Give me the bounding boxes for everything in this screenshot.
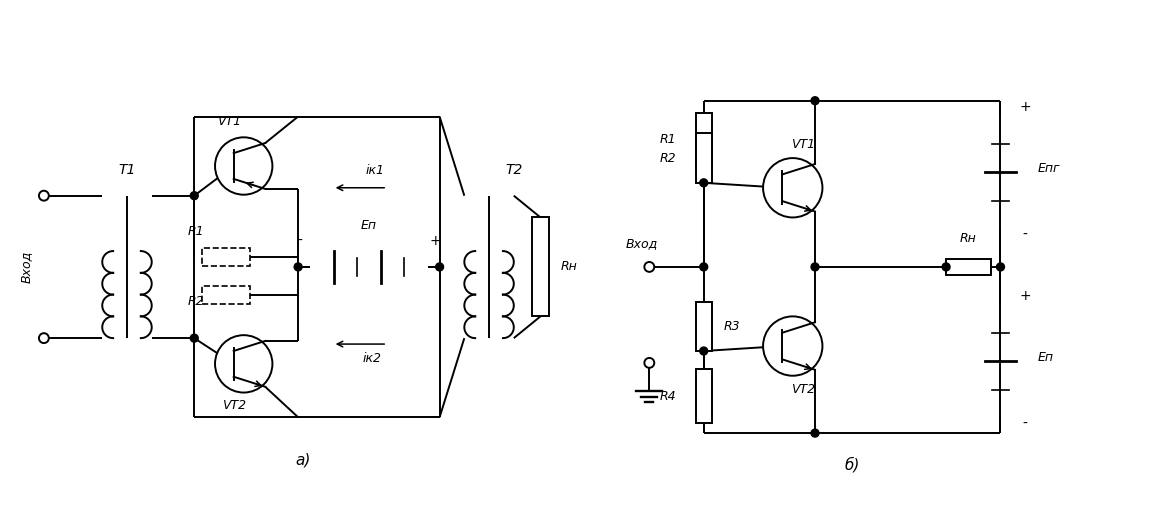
Bar (696, 133, 711, 183)
Text: а): а) (295, 453, 311, 468)
Bar (202, 286, 250, 303)
Text: Eп: Eп (361, 219, 377, 232)
Text: Вход: Вход (20, 251, 33, 283)
Text: Eпг: Eпг (1038, 162, 1061, 175)
Bar (946, 259, 990, 275)
Text: iк2: iк2 (362, 352, 381, 365)
Circle shape (645, 262, 654, 272)
Bar (532, 218, 550, 316)
Bar (696, 301, 711, 351)
Text: VT1: VT1 (217, 115, 241, 128)
Text: -: - (1023, 228, 1028, 242)
Text: -: - (1023, 417, 1028, 431)
Text: VT1: VT1 (791, 138, 815, 151)
Circle shape (811, 429, 819, 437)
Text: R2: R2 (188, 295, 205, 308)
Circle shape (763, 316, 823, 376)
Text: R1: R1 (660, 133, 676, 146)
Text: T2: T2 (505, 163, 523, 177)
Circle shape (436, 263, 443, 271)
Text: T1: T1 (118, 163, 136, 177)
Circle shape (811, 97, 819, 104)
Text: R4: R4 (660, 389, 676, 403)
Text: Rн: Rн (560, 261, 577, 273)
Circle shape (39, 333, 49, 343)
Bar (696, 369, 711, 423)
Circle shape (700, 179, 708, 187)
Circle shape (214, 335, 272, 392)
Text: Eп: Eп (1038, 352, 1054, 364)
Circle shape (645, 358, 654, 368)
Circle shape (214, 138, 272, 195)
Text: R2: R2 (660, 151, 676, 164)
Text: R3: R3 (723, 320, 741, 333)
Circle shape (39, 191, 49, 201)
Text: б): б) (844, 457, 860, 473)
Circle shape (700, 347, 708, 355)
Circle shape (996, 263, 1004, 271)
Text: R1: R1 (188, 225, 205, 238)
Bar (696, 113, 711, 167)
Text: Вход: Вход (626, 237, 657, 250)
Text: +: + (1020, 100, 1031, 114)
Text: VT2: VT2 (222, 399, 246, 413)
Circle shape (190, 192, 198, 200)
Text: iк1: iк1 (366, 164, 384, 177)
Circle shape (190, 334, 198, 342)
Bar (202, 248, 250, 266)
Circle shape (942, 263, 950, 271)
Text: -: - (298, 234, 302, 248)
Text: +: + (430, 234, 442, 248)
Text: VT2: VT2 (791, 383, 815, 396)
Circle shape (700, 263, 708, 271)
Circle shape (811, 263, 819, 271)
Circle shape (294, 263, 302, 271)
Circle shape (763, 158, 823, 218)
Text: Rн: Rн (960, 232, 976, 245)
Text: +: + (1020, 288, 1031, 302)
